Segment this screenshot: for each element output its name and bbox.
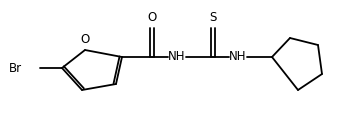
Text: NH: NH	[229, 50, 247, 63]
Text: Br: Br	[9, 62, 22, 75]
Text: S: S	[209, 11, 217, 24]
Text: NH: NH	[168, 50, 186, 63]
Text: O: O	[81, 33, 90, 46]
Text: O: O	[147, 11, 157, 24]
